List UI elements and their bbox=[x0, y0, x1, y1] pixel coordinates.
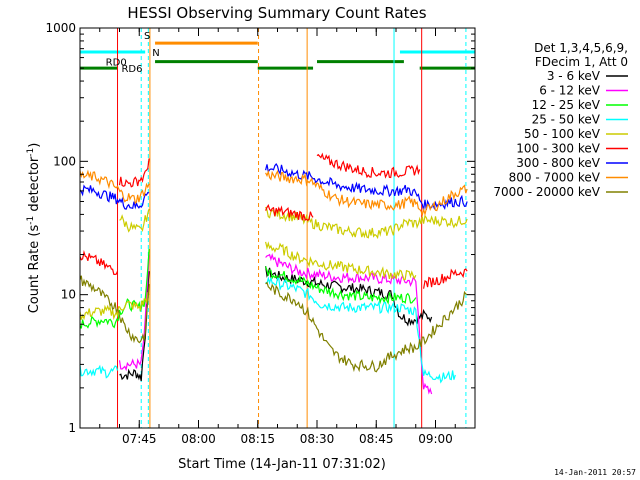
x-tick-label-4: 08:45 bbox=[359, 432, 394, 446]
flag-label-n: N bbox=[152, 48, 159, 59]
legend-label-6: 300 - 800 keV bbox=[516, 156, 600, 170]
series-8-segment-1 bbox=[265, 281, 468, 373]
legend-header-line2: FDecim 1, Att 0 bbox=[535, 55, 628, 69]
flag-label-rd0: RD0 bbox=[106, 58, 127, 69]
y-tick-label-0: 1 bbox=[68, 421, 76, 435]
series-3-segment-0 bbox=[79, 364, 119, 379]
y-tick-label-1: 10 bbox=[61, 288, 76, 302]
y-axis-label: Count Rate (s-1 detector-1) bbox=[26, 143, 42, 314]
series-8-segment-0 bbox=[79, 275, 150, 344]
chart-title: HESSI Observing Summary Count Rates bbox=[127, 4, 426, 22]
x-tick-label-5: 09:00 bbox=[418, 432, 453, 446]
series-4-segment-0 bbox=[79, 291, 150, 321]
series-5-segment-1 bbox=[118, 158, 150, 188]
series-6-segment-1 bbox=[265, 162, 468, 211]
x-tick-label-0: 07:45 bbox=[122, 432, 157, 446]
series-3-segment-1 bbox=[265, 276, 456, 384]
flag-label-s: S bbox=[144, 31, 150, 42]
legend-label-4: 50 - 100 keV bbox=[524, 127, 601, 141]
y-axis-label-mid: detector bbox=[27, 156, 42, 216]
x-tick-label-2: 08:15 bbox=[240, 432, 275, 446]
series-7-segment-0 bbox=[79, 169, 150, 205]
series-5-segment-2 bbox=[265, 204, 314, 222]
legend-label-1: 6 - 12 keV bbox=[539, 84, 601, 98]
series-4-segment-2 bbox=[119, 208, 150, 233]
x-axis-label: Start Time (14-Jan-11 07:31:02) bbox=[178, 457, 386, 472]
series-5-segment-4 bbox=[423, 268, 468, 289]
series-7-segment-1 bbox=[265, 169, 468, 218]
legend-label-3: 25 - 50 keV bbox=[532, 113, 601, 127]
legend-label-7: 800 - 7000 keV bbox=[509, 171, 601, 185]
series-0-segment-0 bbox=[119, 271, 150, 382]
y-axis-label-main: Count Rate (s bbox=[27, 225, 42, 314]
legend: Det 1,3,4,5,6,9, FDecim 1, Att 0 3 - 6 k… bbox=[493, 41, 628, 199]
legend-label-8: 7000 - 20000 keV bbox=[493, 185, 600, 199]
y-axis-label-end: ) bbox=[27, 143, 42, 148]
series-2-segment-1 bbox=[265, 266, 417, 305]
series-4-segment-1 bbox=[265, 241, 417, 281]
legend-header-line1: Det 1,3,4,5,6,9, bbox=[534, 41, 628, 55]
legend-label-0: 3 - 6 keV bbox=[547, 69, 601, 83]
y-tick-label-3: 1000 bbox=[45, 21, 76, 35]
series-1-segment-0 bbox=[118, 254, 150, 372]
x-tick-label-1: 08:00 bbox=[181, 432, 216, 446]
y-axis-label-sup2: -1 bbox=[26, 148, 36, 157]
legend-label-5: 100 - 300 keV bbox=[516, 142, 600, 156]
series-6-segment-0 bbox=[79, 184, 150, 210]
plot-frame bbox=[79, 27, 476, 429]
series-1-segment-1 bbox=[265, 252, 433, 395]
series-5-segment-3 bbox=[316, 152, 421, 179]
generation-timestamp: 14-Jan-2011 20:57 bbox=[554, 468, 636, 477]
flag-label-rd6: RD6 bbox=[121, 64, 142, 75]
series-5-segment-0 bbox=[79, 249, 119, 276]
x-tick-label-3: 08:30 bbox=[300, 432, 335, 446]
axis-ticks: 07:45 08:00 08:15 08:30 08:45 09:00 1 10 100 1000 bbox=[45, 21, 476, 446]
series-4-segment-3 bbox=[265, 206, 468, 240]
y-axis-label-sup1: -1 bbox=[26, 216, 36, 225]
legend-label-2: 12 - 25 keV bbox=[532, 98, 601, 112]
y-tick-label-2: 100 bbox=[53, 154, 76, 168]
series-2-segment-0 bbox=[79, 248, 150, 329]
